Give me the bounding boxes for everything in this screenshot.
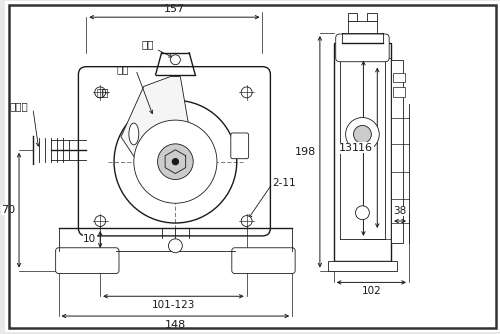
Circle shape [114, 100, 237, 223]
Text: 拉环: 拉环 [142, 39, 154, 49]
FancyBboxPatch shape [232, 248, 295, 274]
Bar [328, 261, 397, 271]
Text: 10: 10 [83, 234, 96, 244]
Circle shape [134, 120, 217, 203]
Text: 148: 148 [165, 320, 186, 330]
Circle shape [158, 144, 193, 179]
Bar [348, 21, 378, 33]
Circle shape [170, 55, 180, 65]
Text: 70: 70 [1, 205, 15, 215]
Text: 116: 116 [352, 143, 374, 153]
Text: 198: 198 [294, 147, 316, 157]
Text: 157: 157 [164, 4, 185, 14]
Bar [391, 60, 403, 243]
Circle shape [94, 87, 106, 98]
Bar [393, 88, 405, 97]
Circle shape [94, 216, 106, 226]
FancyBboxPatch shape [78, 67, 270, 236]
Text: 101-123: 101-123 [152, 300, 195, 310]
Text: 102: 102 [362, 286, 381, 296]
Circle shape [168, 239, 182, 253]
Circle shape [346, 118, 380, 151]
Text: 摇臂: 摇臂 [116, 65, 128, 74]
Text: 壳体: 壳体 [96, 88, 108, 98]
Ellipse shape [129, 123, 139, 145]
Text: 38: 38 [394, 206, 406, 216]
Bar [334, 43, 391, 261]
Circle shape [356, 206, 370, 220]
Text: 出线口: 出线口 [9, 101, 28, 111]
Circle shape [241, 216, 252, 226]
FancyBboxPatch shape [336, 34, 389, 62]
Text: 2-11: 2-11 [272, 178, 296, 188]
Polygon shape [121, 76, 193, 176]
Circle shape [354, 126, 372, 143]
FancyBboxPatch shape [56, 248, 119, 274]
Circle shape [241, 87, 252, 98]
FancyBboxPatch shape [231, 133, 248, 159]
Text: 130: 130 [338, 143, 359, 153]
Bar [368, 13, 378, 21]
Circle shape [172, 159, 178, 165]
Bar [348, 13, 358, 21]
Bar [393, 72, 405, 82]
